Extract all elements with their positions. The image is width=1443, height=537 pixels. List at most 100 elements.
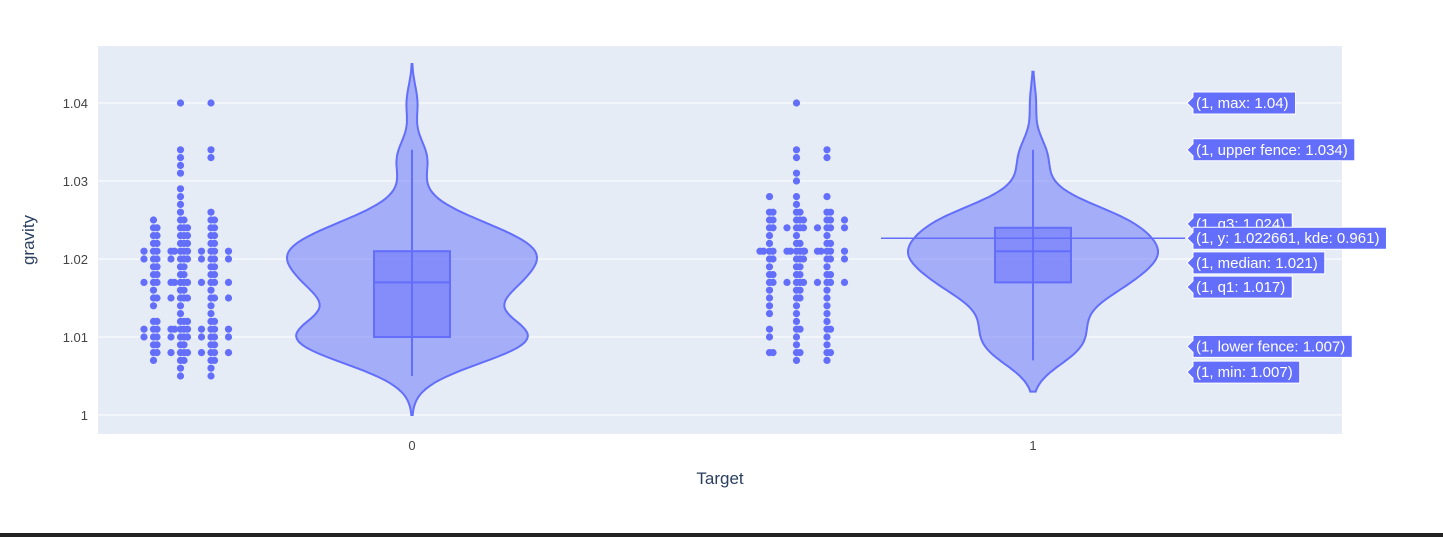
data-point [796, 349, 804, 357]
data-point [153, 224, 161, 232]
hover-label-text: (1, lower fence: 1.007) [1196, 338, 1345, 355]
points-0 [140, 99, 233, 380]
data-point [153, 294, 161, 302]
hover-labels: (1, max: 1.04) (1, upper fence: 1.034) (1,… [1186, 91, 1387, 384]
data-point [153, 247, 161, 255]
y-tick-label: 1.04 [63, 96, 88, 111]
data-point [197, 325, 206, 333]
data-point [799, 224, 808, 232]
data-point [840, 255, 849, 263]
data-point [140, 333, 148, 341]
hover-label-box [1186, 251, 1326, 275]
hover-label: (1, min: 1.007) [1186, 360, 1301, 384]
data-point [153, 239, 161, 247]
data-point [210, 349, 219, 357]
data-point [796, 294, 804, 302]
y-tick-label: 1 [81, 408, 88, 423]
data-point [210, 232, 219, 240]
data-point [176, 208, 185, 216]
data-point [176, 146, 185, 154]
data-point [224, 294, 233, 302]
data-point [799, 216, 808, 224]
data-point [197, 333, 206, 341]
data-point [167, 294, 175, 302]
data-point [153, 341, 161, 349]
box-iqr [994, 226, 1072, 284]
y-tick-label: 1.03 [63, 174, 88, 189]
data-point [823, 146, 831, 154]
data-point [826, 325, 835, 333]
data-point [153, 349, 161, 357]
hover-label-box [1186, 226, 1387, 250]
data-point [792, 193, 801, 201]
data-point [817, 247, 825, 255]
data-point [149, 286, 158, 294]
data-point [792, 146, 801, 154]
data-point [210, 317, 219, 325]
data-point [149, 216, 158, 224]
data-point [765, 193, 774, 201]
data-point [176, 302, 185, 310]
data-point [813, 224, 822, 232]
data-point [826, 349, 835, 357]
data-point [167, 333, 175, 341]
data-point [792, 177, 801, 185]
data-point [210, 294, 219, 302]
data-point [786, 247, 795, 255]
hover-label-box [1186, 91, 1297, 115]
data-point [759, 247, 768, 255]
hover-label: (1, upper fence: 1.034) [1186, 138, 1356, 162]
data-point [207, 99, 215, 107]
hover-label: (1, y: 1.022661, kde: 0.961) [1186, 226, 1387, 250]
data-point [823, 341, 831, 349]
data-point [823, 310, 831, 318]
data-point [765, 302, 774, 310]
data-point [823, 356, 831, 364]
data-point [823, 302, 831, 310]
data-point [207, 154, 215, 162]
data-point [183, 325, 192, 333]
data-point [210, 224, 219, 232]
data-point [769, 216, 777, 224]
data-point [176, 161, 185, 169]
points-1 [756, 99, 849, 364]
hover-label-box [1186, 138, 1356, 162]
y-tick-label: 1.02 [63, 252, 88, 267]
hover-label-text: (1, upper fence: 1.034) [1196, 142, 1348, 159]
data-point [792, 341, 801, 349]
data-point [826, 247, 835, 255]
hover-label-box [1186, 275, 1293, 299]
data-point [176, 200, 185, 208]
data-point [167, 255, 175, 263]
data-point [823, 333, 831, 341]
data-point [796, 239, 804, 247]
data-point [207, 372, 215, 380]
data-point [153, 317, 161, 325]
data-point [826, 208, 835, 216]
data-point [149, 302, 158, 310]
data-point [840, 224, 849, 232]
violin-trace-0 [140, 63, 539, 416]
data-point [176, 372, 185, 380]
data-point [840, 247, 849, 255]
data-point [183, 333, 192, 341]
data-point [207, 310, 215, 318]
data-point [826, 224, 835, 232]
data-point [183, 239, 192, 247]
data-point [207, 208, 215, 216]
data-point [180, 286, 188, 294]
data-point [153, 278, 161, 286]
data-point [765, 263, 774, 271]
data-point [197, 247, 206, 255]
box-iqr [373, 250, 451, 338]
data-point [792, 99, 801, 107]
data-point [210, 341, 219, 349]
data-point [765, 333, 774, 341]
data-point [210, 356, 219, 364]
data-point [176, 310, 185, 318]
data-point [792, 154, 801, 162]
data-point [210, 239, 219, 247]
data-point [180, 341, 188, 349]
data-point [224, 255, 233, 263]
